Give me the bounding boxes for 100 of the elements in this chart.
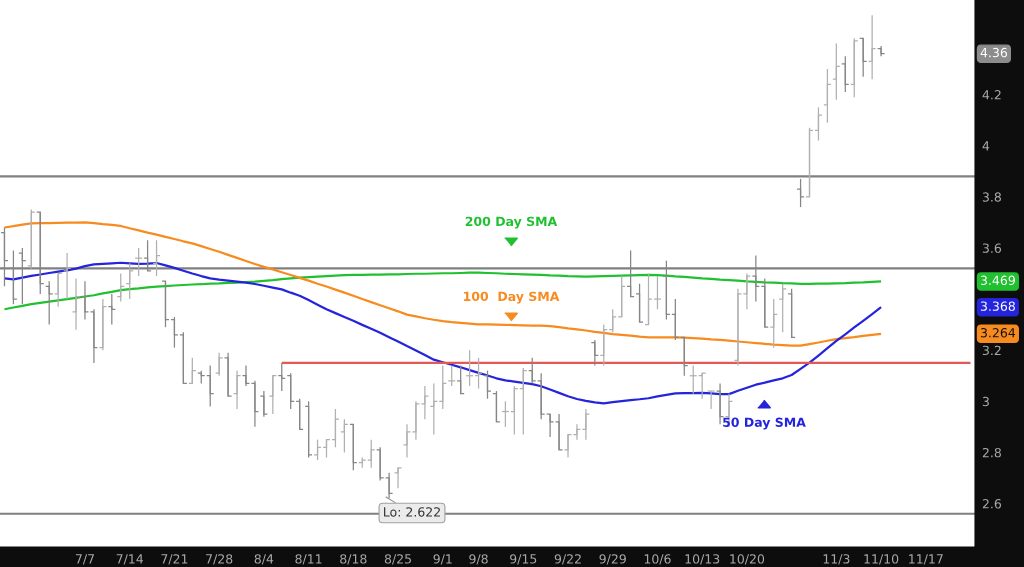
candlestick xyxy=(268,375,277,415)
x-tick-label: 9/22 xyxy=(554,554,581,565)
annotation: 50 Day SMA xyxy=(723,417,806,430)
candlestick xyxy=(286,372,295,410)
candlestick xyxy=(814,106,823,142)
candlestick xyxy=(832,42,841,101)
line-series xyxy=(3,271,883,311)
candlestick xyxy=(45,280,54,326)
candlestick xyxy=(590,339,599,367)
annotation: 100 Day SMA xyxy=(463,291,560,304)
candlestick xyxy=(71,277,81,331)
candlestick xyxy=(787,288,796,339)
candlestick xyxy=(671,298,680,341)
candlestick xyxy=(250,380,260,428)
candlestick xyxy=(805,127,814,198)
candlestick xyxy=(393,467,403,489)
candlestick xyxy=(653,275,662,310)
annotation: 4.36 xyxy=(980,47,1008,58)
candlestick xyxy=(179,331,188,385)
candlestick xyxy=(850,37,859,98)
x-tick-label: 7/28 xyxy=(206,554,233,565)
x-tick-label: 9/8 xyxy=(469,554,488,565)
candlestick xyxy=(492,390,501,423)
candlestick xyxy=(528,357,537,385)
candlestick xyxy=(223,352,233,397)
x-tick-label: 11/17 xyxy=(909,554,943,565)
x-tick-label: 10/6 xyxy=(644,554,671,565)
candlestick xyxy=(537,372,546,420)
candlestick xyxy=(232,370,242,410)
candlestick xyxy=(608,308,617,333)
line-series xyxy=(3,261,883,405)
candlestick xyxy=(545,413,555,438)
x-tick-label: 8/11 xyxy=(295,554,322,565)
candlestick xyxy=(27,208,36,270)
candlestick xyxy=(680,336,689,377)
y-tick-label: 2.6 xyxy=(982,499,1002,509)
x-tick-label: 10/13 xyxy=(685,554,720,565)
candlestick xyxy=(241,364,251,387)
annotation: 200 Day SMA xyxy=(465,216,558,229)
candlestick xyxy=(510,385,519,436)
candlestick xyxy=(161,280,170,328)
candlestick xyxy=(760,277,769,328)
candlestick xyxy=(554,413,564,451)
candlestick xyxy=(54,272,63,308)
candlestick xyxy=(367,439,376,469)
candlestick xyxy=(215,352,224,377)
x-tick-label: 7/14 xyxy=(116,554,144,565)
x-tick-label: 7/7 xyxy=(75,554,94,565)
candlestick xyxy=(733,288,743,367)
y-tick-label: 3 xyxy=(982,396,989,407)
x-tick-label: 8/25 xyxy=(384,554,411,565)
candlestick xyxy=(483,370,492,400)
annotation: 3.264 xyxy=(980,328,1016,338)
candlestick xyxy=(644,272,653,326)
x-tick-label: 11/3 xyxy=(823,554,850,565)
candlestick xyxy=(796,178,805,208)
candlestick xyxy=(635,283,644,323)
candlestick xyxy=(599,323,608,367)
candlestick xyxy=(706,390,716,410)
x-tick-label: 9/1 xyxy=(433,554,452,565)
candlestick xyxy=(331,408,340,448)
candlestick xyxy=(411,400,421,441)
candlestick xyxy=(420,385,430,420)
x-tick-label: 10/20 xyxy=(730,554,765,565)
y-tick-label: 3.8 xyxy=(982,192,1001,202)
candlestick xyxy=(447,364,456,387)
candlestick xyxy=(823,68,832,124)
candlestick xyxy=(349,423,358,471)
x-tick-label: 9/15 xyxy=(510,554,537,565)
candlestick xyxy=(841,55,850,93)
candlestick xyxy=(89,308,99,364)
y-tick-label: 3.6 xyxy=(982,243,1002,253)
annotation: 3.469 xyxy=(980,275,1015,286)
candlestick xyxy=(769,298,778,349)
candlestick xyxy=(581,408,591,441)
candlestick xyxy=(304,400,313,459)
candlestick xyxy=(125,262,134,300)
candlestick xyxy=(259,390,269,418)
y-tick-label: 4.2 xyxy=(982,90,1001,100)
y-tick-label: 2.8 xyxy=(982,447,1001,458)
x-tick-label: 11/10 xyxy=(864,554,899,565)
candlestick xyxy=(98,298,107,351)
annotation: 3.368 xyxy=(980,301,1015,311)
candlestick xyxy=(188,357,197,385)
candlestick xyxy=(80,280,90,321)
candlestick xyxy=(376,446,385,482)
x-tick-label: 9/29 xyxy=(599,554,626,565)
candlestick xyxy=(340,418,349,454)
x-tick-label: 8/4 xyxy=(254,554,274,565)
candlestick xyxy=(170,316,179,349)
candlestick xyxy=(295,398,304,431)
candlestick xyxy=(715,382,725,425)
candlestick xyxy=(519,367,528,436)
candlestick xyxy=(868,14,877,80)
candlestick xyxy=(438,364,447,410)
candlestick xyxy=(402,423,412,459)
y-tick-label: 3.2 xyxy=(982,345,1001,356)
x-tick-label: 7/21 xyxy=(161,554,188,565)
annotation: Lo: 2.622 xyxy=(384,507,440,517)
candlestick xyxy=(742,272,752,310)
